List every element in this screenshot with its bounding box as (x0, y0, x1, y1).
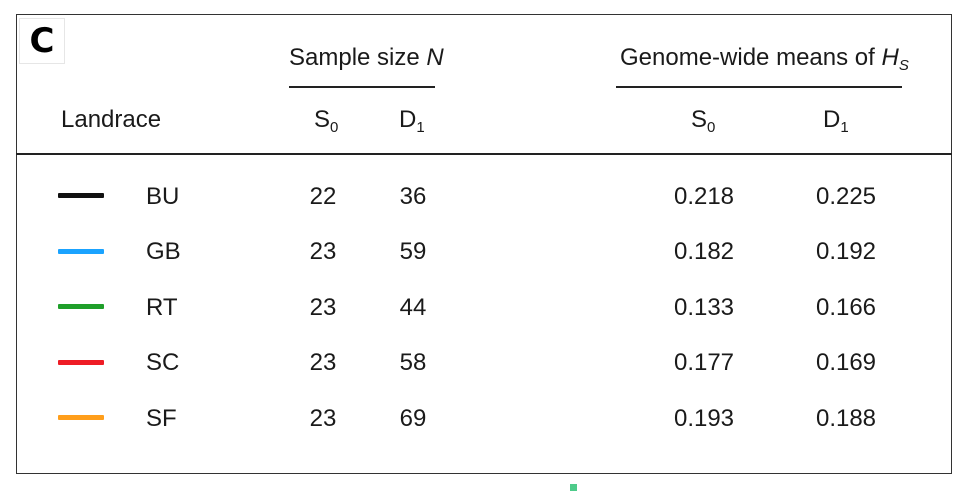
sample-size-s0: 22 (309, 183, 337, 210)
group-title-hs-means: Genome-wide means of HS (620, 44, 909, 74)
column-header-n-s0-letter: S (314, 106, 331, 133)
hs-mean-d1: 0.188 (815, 405, 877, 432)
hs-mean-d1: 0.225 (815, 183, 877, 210)
hs-mean-d1: 0.169 (815, 349, 877, 376)
legend-swatch-sf (58, 415, 104, 420)
hs-mean-s0: 0.177 (673, 349, 735, 376)
legend-swatch-sc (58, 360, 104, 365)
group-rule-hs-means (616, 86, 902, 88)
sample-size-d1: 69 (399, 405, 427, 432)
sample-size-d1: 59 (399, 238, 427, 265)
hs-mean-s0: 0.218 (673, 183, 735, 210)
sample-size-d1: 36 (399, 183, 427, 210)
stray-mark (570, 484, 577, 491)
column-header-hs-d1-letter: D (823, 106, 841, 133)
hs-mean-d1: 0.192 (815, 238, 877, 265)
sample-size-s0: 23 (309, 294, 337, 321)
header-rule (16, 153, 952, 155)
panel-label: C (19, 18, 65, 64)
group-title-hs-means-subscript: S (898, 57, 909, 74)
landrace-name: SF (146, 405, 177, 432)
legend-swatch-bu (58, 193, 104, 198)
group-rule-sample-size (289, 86, 435, 88)
landrace-name: BU (146, 183, 180, 210)
sample-size-d1: 58 (399, 349, 427, 376)
group-title-sample-size: Sample size N (289, 44, 444, 72)
landrace-name: RT (146, 294, 178, 321)
legend-swatch-gb (58, 249, 104, 254)
group-title-sample-size-text: Sample size (289, 44, 427, 71)
column-header-hs-s0-sub: 0 (707, 119, 716, 136)
hs-mean-d1: 0.166 (815, 294, 877, 321)
column-header-n-d1-letter: D (399, 106, 417, 133)
hs-mean-s0: 0.193 (673, 405, 735, 432)
sample-size-s0: 23 (309, 405, 337, 432)
table-frame (16, 14, 952, 474)
hs-mean-s0: 0.182 (673, 238, 735, 265)
group-title-hs-means-variable: H (881, 44, 899, 71)
column-header-n-s0: S0 (314, 106, 339, 136)
column-header-n-s0-sub: 0 (330, 119, 339, 136)
column-header-landrace: Landrace (61, 106, 162, 133)
hs-mean-s0: 0.133 (673, 294, 735, 321)
column-header-n-d1-sub: 1 (416, 119, 425, 136)
group-title-hs-means-text: Genome-wide means of (620, 44, 882, 71)
legend-swatch-rt (58, 304, 104, 309)
landrace-name: SC (146, 349, 180, 376)
column-header-hs-s0-letter: S (691, 106, 708, 133)
column-header-hs-d1: D1 (823, 106, 849, 136)
column-header-hs-s0: S0 (691, 106, 716, 136)
landrace-name: GB (146, 238, 181, 265)
column-header-n-d1: D1 (399, 106, 425, 136)
sample-size-s0: 23 (309, 238, 337, 265)
group-title-sample-size-variable: N (426, 44, 444, 71)
sample-size-s0: 23 (309, 349, 337, 376)
sample-size-d1: 44 (399, 294, 427, 321)
column-header-hs-d1-sub: 1 (840, 119, 849, 136)
